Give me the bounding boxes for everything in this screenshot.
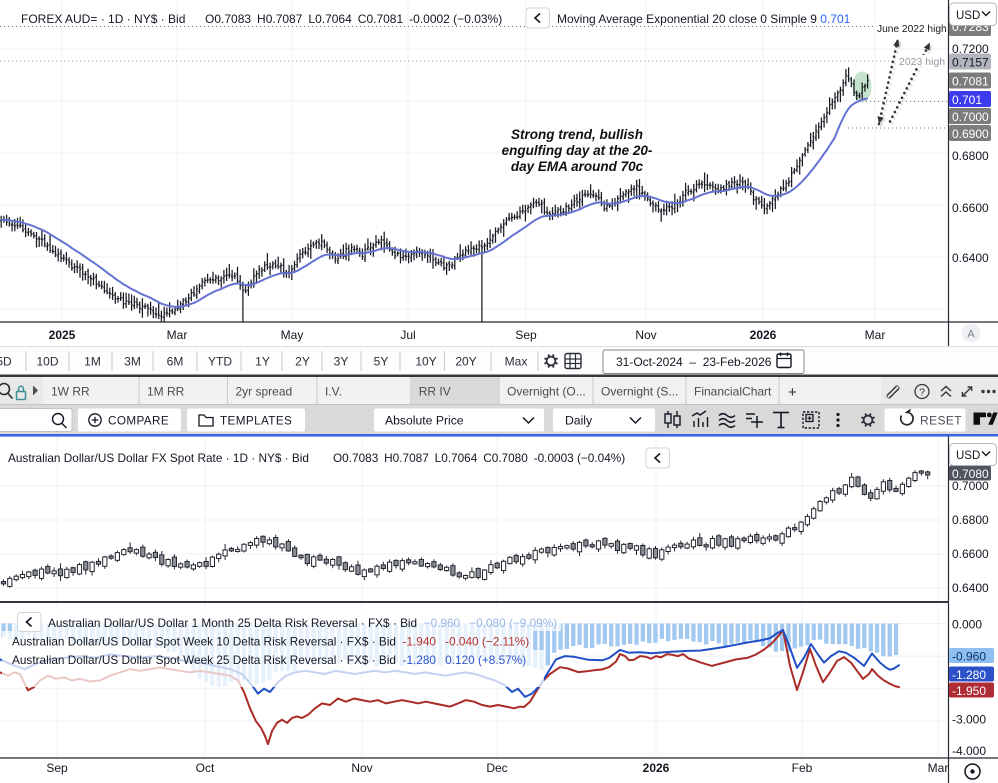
svg-text:Mar: Mar xyxy=(865,328,886,342)
svg-text:0.6800: 0.6800 xyxy=(952,149,989,163)
svg-text:Sep: Sep xyxy=(515,328,537,342)
svg-text:Australian Dollar/US Dollar 1: Australian Dollar/US Dollar 1 Month 25 D… xyxy=(48,616,557,630)
svg-text:1Y: 1Y xyxy=(255,355,270,369)
svg-text:Nov: Nov xyxy=(351,761,372,775)
svg-text:2Y: 2Y xyxy=(295,355,310,369)
svg-text:RR IV: RR IV xyxy=(419,385,451,399)
svg-text:2026: 2026 xyxy=(750,328,777,342)
svg-text:0.6800: 0.6800 xyxy=(952,513,989,527)
svg-text:Sep: Sep xyxy=(46,761,68,775)
svg-text:A: A xyxy=(967,329,975,341)
svg-text:YTD: YTD xyxy=(208,355,232,369)
svg-text:10Y: 10Y xyxy=(415,355,436,369)
svg-text:0.7080: 0.7080 xyxy=(952,467,989,481)
svg-text:Daily: Daily xyxy=(565,414,593,428)
svg-text:I.V.: I.V. xyxy=(325,385,342,399)
svg-text:RESET: RESET xyxy=(920,414,962,428)
svg-text:6M: 6M xyxy=(167,355,184,369)
svg-text:0.7200: 0.7200 xyxy=(952,42,989,56)
svg-text:-3.000: -3.000 xyxy=(952,713,986,727)
svg-text:0.701: 0.701 xyxy=(952,93,982,107)
svg-text:3M: 3M xyxy=(124,355,141,369)
svg-text:USD: USD xyxy=(956,10,980,22)
svg-text:2yr spread: 2yr spread xyxy=(236,385,293,399)
svg-text:day EMA around 70c: day EMA around 70c xyxy=(511,159,644,174)
svg-text:Overnight (O...: Overnight (O... xyxy=(507,385,586,399)
svg-text:20Y: 20Y xyxy=(455,355,476,369)
svg-text:Overnight (S...: Overnight (S... xyxy=(601,385,678,399)
svg-text:-0.960: -0.960 xyxy=(952,650,986,664)
svg-text:1M: 1M xyxy=(84,355,101,369)
svg-text:Australian Dollar/US Dollar Sp: Australian Dollar/US Dollar Spot Week 25… xyxy=(12,653,526,667)
svg-text:2023 high: 2023 high xyxy=(899,56,945,68)
svg-text:0.6400: 0.6400 xyxy=(952,251,989,265)
svg-text:Mar: Mar xyxy=(167,328,188,342)
svg-text:1W RR: 1W RR xyxy=(51,385,90,399)
svg-text:Jul: Jul xyxy=(400,328,415,342)
svg-text:FinancialChart: FinancialChart xyxy=(694,385,772,399)
svg-text:May: May xyxy=(281,328,304,342)
svg-text:Mar: Mar xyxy=(928,761,949,775)
svg-text:COMPARE: COMPARE xyxy=(108,415,169,428)
svg-text:TEMPLATES: TEMPLATES xyxy=(220,415,292,428)
svg-text:Nov: Nov xyxy=(635,328,656,342)
svg-text:Feb: Feb xyxy=(792,761,813,775)
svg-text:June 2022 high: June 2022 high xyxy=(877,24,947,35)
svg-text:Australian Dollar/US Dollar Sp: Australian Dollar/US Dollar Spot Week 10… xyxy=(12,635,529,649)
svg-text:0.7081: 0.7081 xyxy=(952,75,989,89)
svg-text:5D: 5D xyxy=(0,355,12,369)
svg-text:2025: 2025 xyxy=(49,328,76,342)
svg-text:0.6600: 0.6600 xyxy=(952,201,989,215)
svg-text:31-Oct-2024 – 23-Feb-2026: 31-Oct-2024 – 23-Feb-2026 xyxy=(616,355,772,369)
svg-text:0.6900: 0.6900 xyxy=(952,127,989,141)
svg-text:+: + xyxy=(788,384,797,401)
svg-text:0.000: 0.000 xyxy=(952,618,982,632)
svg-text:-4.000: -4.000 xyxy=(952,744,986,758)
svg-text:-1.280: -1.280 xyxy=(952,668,986,682)
svg-text:Absolute Price: Absolute Price xyxy=(385,414,464,428)
svg-text:0.6400: 0.6400 xyxy=(952,581,989,595)
svg-text:?: ? xyxy=(919,387,925,399)
svg-text:Dec: Dec xyxy=(486,761,507,775)
svg-text:10D: 10D xyxy=(36,355,58,369)
svg-text:Max: Max xyxy=(505,355,528,369)
svg-text:Strong trend, bullish: Strong trend, bullish xyxy=(511,127,643,142)
svg-text:-1.950: -1.950 xyxy=(952,684,986,698)
svg-text:5Y: 5Y xyxy=(374,355,389,369)
svg-text:0.6600: 0.6600 xyxy=(952,547,989,561)
svg-text:0.7157: 0.7157 xyxy=(952,56,989,70)
svg-text:Oct: Oct xyxy=(196,761,215,775)
svg-text:3Y: 3Y xyxy=(334,355,349,369)
svg-text:USD: USD xyxy=(956,450,980,462)
svg-text:Moving Average Exponential 20: Moving Average Exponential 20 close 0 Si… xyxy=(557,12,851,26)
svg-text:0.7000: 0.7000 xyxy=(952,479,989,493)
svg-text:2026: 2026 xyxy=(643,761,670,775)
svg-text:engulfing day at the 20-: engulfing day at the 20- xyxy=(502,143,653,158)
svg-text:Australian Dollar/US Dollar FX: Australian Dollar/US Dollar FX Spot Rate… xyxy=(8,451,625,465)
svg-text:1M RR: 1M RR xyxy=(147,385,185,399)
svg-text:0.7000: 0.7000 xyxy=(952,110,989,124)
